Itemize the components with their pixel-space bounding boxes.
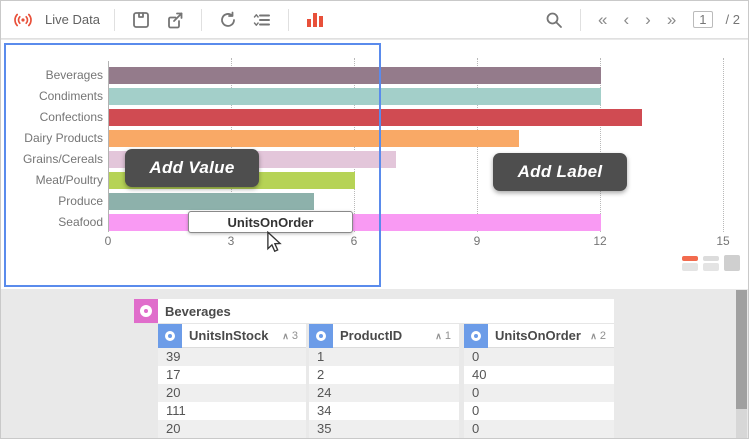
- category-label: Confections: [39, 110, 103, 124]
- table-cell: 40: [464, 366, 614, 384]
- save-icon[interactable]: [129, 8, 153, 32]
- sort-indicator: ∧ 3: [282, 329, 298, 342]
- gridline: [600, 58, 601, 232]
- sort-indicator: ∧ 1: [435, 329, 451, 342]
- category-label: Produce: [58, 194, 103, 208]
- toolbar-divider: [287, 8, 289, 31]
- filter-list-icon[interactable]: [250, 8, 274, 32]
- refresh-icon[interactable]: [216, 8, 240, 32]
- column-header-unitsinstock[interactable]: UnitsInStock ∧ 3: [158, 323, 306, 348]
- column-attribute-icon: [158, 323, 182, 348]
- current-page-indicator[interactable]: 1: [693, 11, 713, 28]
- bar-confections[interactable]: [109, 109, 642, 126]
- category-label: Seafood: [58, 215, 103, 229]
- drag-tooltip: UnitsOnOrder: [188, 211, 353, 233]
- table-cell: 0: [464, 384, 614, 402]
- table-cell: 2: [309, 366, 459, 384]
- x-axis-tick: 3: [227, 234, 235, 248]
- bar-chart: 0 3 6 9 12 15 Beverages Condiments Confections Da…: [1, 40, 748, 289]
- table-cell: 20: [158, 420, 306, 438]
- column-label: UnitsOnOrder: [495, 328, 581, 343]
- live-data-icon[interactable]: [11, 8, 35, 32]
- x-axis-tick: 6: [350, 234, 358, 248]
- group-attribute-icon: [134, 299, 158, 323]
- category-label: Meat/Poultry: [35, 173, 103, 187]
- mouse-cursor-icon: [267, 231, 282, 253]
- column-attribute-icon: [464, 323, 488, 348]
- live-data-label: Live Data: [45, 12, 100, 27]
- add-label-button[interactable]: Add Label: [493, 153, 627, 191]
- bar-condiments[interactable]: [109, 88, 601, 105]
- first-page-icon[interactable]: «: [598, 10, 608, 29]
- table-cell: 35: [309, 420, 459, 438]
- category-label: Dairy Products: [24, 131, 103, 145]
- next-page-icon[interactable]: ›: [645, 10, 651, 29]
- scrollbar-thumb[interactable]: [736, 290, 747, 409]
- bar-beverages[interactable]: [109, 67, 601, 84]
- page-total-label: / 2: [725, 12, 740, 27]
- column-label: UnitsInStock: [189, 328, 269, 343]
- add-value-button[interactable]: Add Value: [125, 149, 259, 187]
- bar-chart-icon[interactable]: [303, 12, 327, 27]
- bar-produce[interactable]: [109, 193, 314, 210]
- table-group-header[interactable]: Beverages: [134, 299, 614, 324]
- table-cell: 24: [309, 384, 459, 402]
- toolbar-left-group: Live Data: [11, 8, 327, 32]
- style-plain-bars-icon[interactable]: [703, 255, 719, 271]
- chart-style-picker: [682, 255, 740, 271]
- toolbar-divider: [200, 8, 202, 31]
- table-cell: 111: [158, 402, 306, 420]
- table-group-title: Beverages: [165, 303, 231, 319]
- category-label: Grains/Cereals: [22, 152, 103, 166]
- x-axis-tick: 0: [104, 234, 112, 248]
- style-solid-icon[interactable]: [724, 255, 740, 271]
- toolbar: Live Data: [1, 1, 748, 39]
- table-cell: 17: [158, 366, 306, 384]
- last-page-icon[interactable]: »: [666, 10, 677, 29]
- table-cell: 20: [158, 384, 306, 402]
- toolbar-right-group: « ‹ › » 1 / 2: [542, 8, 740, 32]
- table-cell: 39: [158, 348, 306, 366]
- toolbar-divider: [580, 8, 581, 31]
- table-cell: 1: [309, 348, 459, 366]
- gridline: [723, 58, 724, 232]
- toolbar-divider: [113, 8, 115, 31]
- column-header-unitsonorder[interactable]: UnitsOnOrder ∧ 2: [464, 323, 614, 348]
- search-icon[interactable]: [542, 8, 566, 32]
- column-attribute-icon: [309, 323, 333, 348]
- column-label: ProductID: [340, 328, 403, 343]
- category-label: Beverages: [45, 68, 103, 82]
- table-cell: 0: [464, 402, 614, 420]
- x-axis-tick: 9: [473, 234, 481, 248]
- prev-page-icon[interactable]: ‹: [623, 10, 630, 29]
- table-cell: 34: [309, 402, 459, 420]
- sort-indicator: ∧ 2: [590, 329, 606, 342]
- x-axis-tick: 12: [593, 234, 607, 248]
- column-header-productid[interactable]: ProductID ∧ 1: [309, 323, 459, 348]
- bar-seafood[interactable]: [109, 214, 601, 231]
- y-axis-line: [108, 61, 109, 232]
- table-cell: 0: [464, 348, 614, 366]
- bar-dairy-products[interactable]: [109, 130, 519, 147]
- style-colored-bars-icon[interactable]: [682, 255, 698, 271]
- category-label: Condiments: [38, 89, 103, 103]
- x-axis-tick: 15: [716, 234, 730, 248]
- export-icon[interactable]: [163, 8, 187, 32]
- table-cell: 0: [464, 420, 614, 438]
